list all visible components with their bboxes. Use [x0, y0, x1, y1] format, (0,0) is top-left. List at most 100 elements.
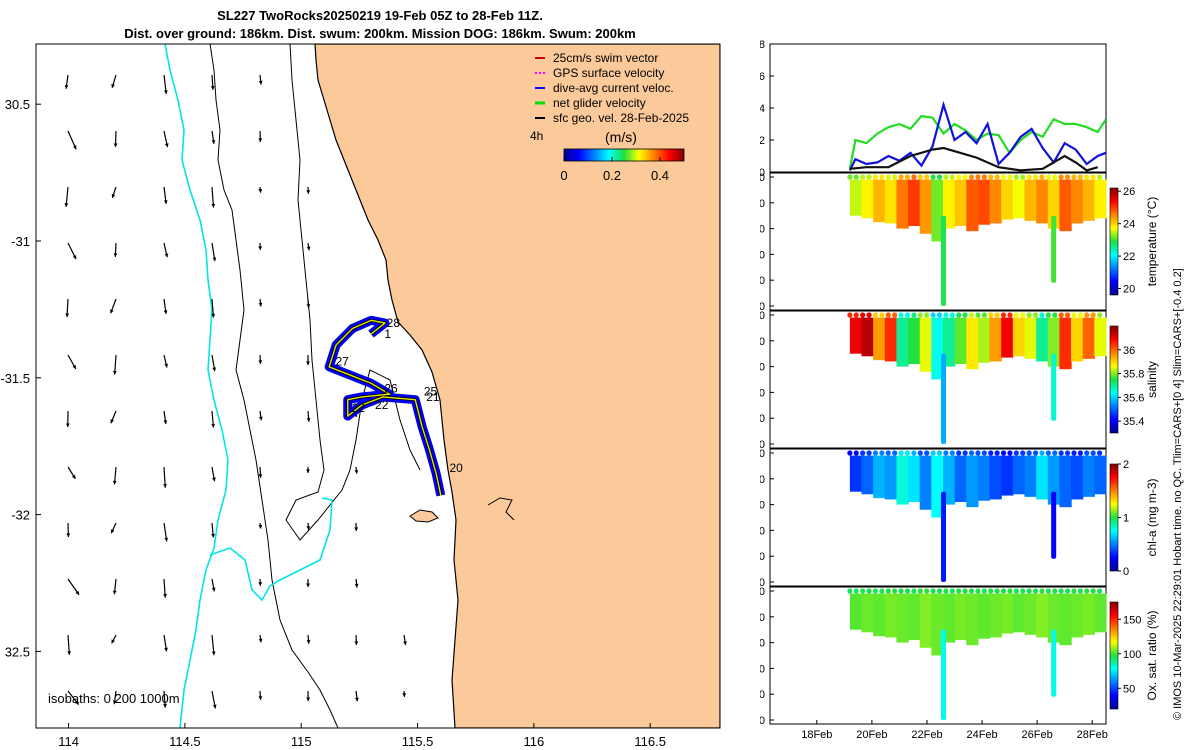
surface-sample [860, 174, 866, 180]
velocity-arrow-head [258, 582, 263, 586]
velocity-arrow-head [258, 474, 263, 478]
surface-sample [1052, 588, 1058, 594]
profile-cell [977, 455, 991, 501]
island [409, 509, 439, 523]
depth-tick-label: 80 [760, 413, 765, 425]
depth-tick-label: 100 [760, 577, 765, 589]
surface-sample [1000, 588, 1007, 594]
profile-cell [1001, 317, 1014, 358]
surface-sample [1020, 174, 1026, 180]
surface-sample [904, 174, 911, 180]
surface-sample [1032, 174, 1039, 180]
profile-cell [919, 179, 932, 234]
surface-sample [981, 588, 987, 594]
surface-sample [1013, 450, 1019, 456]
velocity-arrow-head [113, 253, 118, 257]
surface-sample [866, 588, 872, 594]
depth-tick-label: 20 [760, 336, 765, 348]
profile-cell [1059, 455, 1072, 508]
deep-profile [1051, 353, 1057, 421]
isobath-note: isobaths: 0 200 1000m [48, 691, 180, 706]
surface-sample [1032, 450, 1039, 456]
velocity-arrow-head [258, 524, 263, 529]
track-day-label: 22 [352, 401, 366, 415]
profile-cell [954, 455, 967, 503]
surface-sample [930, 588, 936, 594]
velocity-arrow-head [111, 193, 116, 198]
colorbar-tick-label: 35.8 [1123, 369, 1144, 381]
velocity-arrow-head [164, 253, 169, 258]
profile-cell [989, 179, 1002, 224]
surface-sample [1096, 588, 1103, 594]
profile-cell [1071, 455, 1084, 500]
profile-cell [861, 593, 874, 633]
surface-sample [1096, 174, 1103, 180]
velocity-y-tick-label: 0.6 [760, 71, 765, 83]
depth-tick-label: 40 [760, 224, 765, 236]
map-y-tick-label: 32.5 [5, 644, 30, 659]
surface-sample [949, 450, 955, 456]
surface-sample [898, 312, 904, 318]
colorbar-label: Ox. sat. ratio (%) [1145, 610, 1159, 700]
velocity-arrow-head [258, 246, 263, 250]
surface-sample [930, 174, 936, 180]
time-tick-label: 28Feb [1077, 729, 1108, 741]
depth-tick-label: 60 [760, 525, 765, 537]
velocity-arrow-head [211, 423, 216, 428]
colorbar-tick-label: 0.2 [603, 168, 621, 183]
colorbar-tick-label: 100 [1123, 649, 1141, 661]
velocity-arrow-head [402, 693, 407, 697]
colorbar-tick-label: 150 [1123, 614, 1141, 626]
depth-tick-label: 0 [760, 586, 765, 598]
profile-cell [943, 455, 956, 505]
deep-profile [941, 629, 947, 720]
profile-cell [1012, 179, 1026, 219]
surface-sample [1096, 312, 1103, 318]
surface-sample [943, 588, 949, 594]
colorbar-tick-label: 35.4 [1123, 416, 1144, 428]
surface-sample [847, 588, 853, 594]
surface-sample [943, 450, 949, 456]
surface-sample [1064, 174, 1071, 180]
surface-sample [860, 312, 866, 318]
velocity-arrow-head [354, 469, 359, 474]
surface-sample [1058, 174, 1064, 180]
surface-sample [872, 450, 879, 456]
surface-sample [898, 588, 904, 594]
velocity-arrow-head [74, 700, 79, 705]
velocity-arrow-head [354, 697, 359, 702]
surface-sample [968, 450, 975, 456]
velocity-arrow-head [64, 203, 69, 207]
profile-cell [966, 593, 979, 646]
depth-tick-label: 100 [760, 715, 765, 727]
depth-tick-label: 60 [760, 387, 765, 399]
surface-sample [866, 450, 872, 456]
surface-sample [911, 174, 917, 180]
surface-sample [968, 312, 975, 318]
profile-cell [861, 179, 874, 219]
profile-cell [1094, 179, 1107, 219]
colorbar-label: salinity [1145, 361, 1159, 398]
track-day-label: 21 [426, 390, 440, 404]
profile-cell [954, 179, 967, 227]
surface-sample [1020, 312, 1026, 318]
time-tick-label: 18Feb [801, 729, 832, 741]
surface-sample [917, 174, 923, 180]
surface-sample [1071, 450, 1077, 456]
profile-cell [1059, 593, 1072, 646]
profile-cell [989, 593, 1002, 638]
surface-sample [885, 588, 891, 594]
velocity-arrow-head [258, 416, 263, 421]
surface-sample [917, 588, 923, 594]
surface-sample [975, 174, 981, 180]
surface-sample [911, 312, 917, 318]
velocity-arrow-head [211, 140, 216, 144]
velocity-y-tick-label: 0.4 [760, 103, 765, 115]
velocity-arrow-head [212, 367, 217, 372]
map-x-tick-label: 115 [291, 734, 312, 749]
surface-sample [1007, 174, 1013, 180]
surface-sample [1064, 588, 1071, 594]
velocity-arrow-head [258, 696, 263, 700]
legend-label: net glider velocity [553, 96, 646, 110]
surface-sample [924, 312, 930, 318]
